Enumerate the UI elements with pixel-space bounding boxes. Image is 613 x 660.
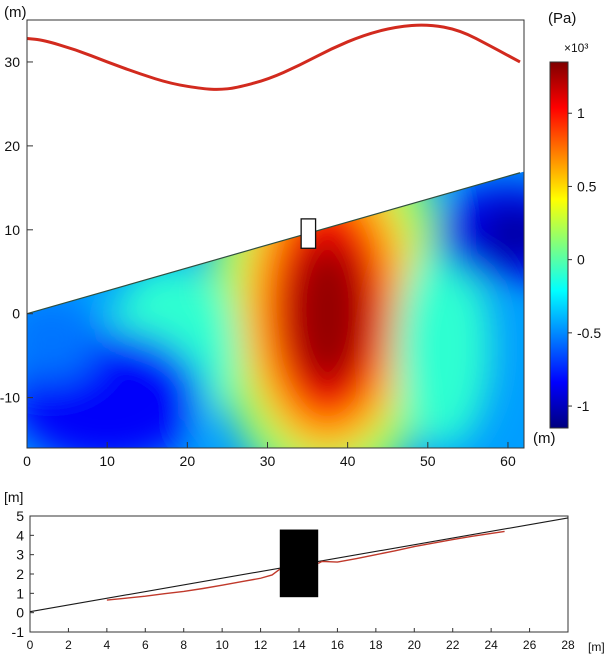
free-surface-curve (26, 23, 521, 91)
colorbar-tick-label: -0.5 (577, 325, 601, 341)
bottom-x-tick-label: 18 (369, 638, 383, 652)
top-y-tick-label: 30 (4, 54, 20, 70)
bottom-x-tick-label: 24 (484, 638, 498, 652)
colorbar-multiplier: ×10³ (564, 41, 588, 55)
bottom-x-tick-label: 22 (446, 638, 460, 652)
top-x-axis: 0 10 20 30 40 50 60 (23, 442, 516, 469)
bottom-y-tick-label: 1 (16, 585, 24, 601)
bottom-x-tick-label: 6 (142, 638, 149, 652)
bottom-x-tick-label: 14 (292, 638, 306, 652)
top-y-tick-label: 0 (12, 306, 20, 322)
top-x-tick-label: 40 (340, 453, 356, 469)
bottom-x-unit-label: [m] (588, 640, 605, 654)
pressure-heatmap (27, 171, 524, 448)
pressure-blob-3 (287, 238, 368, 390)
profile-line-2 (317, 530, 505, 564)
top-x-tick-label: 0 (23, 453, 31, 469)
colorbar-tick-label: 0.5 (577, 178, 597, 194)
colorbar-tick-label: -1 (577, 398, 590, 414)
bottom-y-tick-label: -1 (12, 624, 25, 640)
top-x-tick-label: 10 (99, 453, 115, 469)
bottom-x-tick-label: 2 (65, 638, 72, 652)
bottom-x-tick-label: 0 (27, 638, 34, 652)
bottom-x-tick-label: 4 (104, 638, 111, 652)
colorbar: (Pa) ×10³ 1 0.5 0 -0.5 -1 (548, 10, 601, 429)
top-y-tick-label: 10 (4, 222, 20, 238)
colorbar-tick-label: 0 (577, 252, 585, 268)
top-x-tick-label: 20 (180, 453, 196, 469)
seabed-line (26, 172, 521, 315)
bottom-y-tick-label: 5 (16, 508, 24, 524)
colorbar-tick-label: 1 (577, 105, 585, 121)
bottom-y-tick-label: 0 (16, 605, 24, 621)
bottom-x-tick-label: 26 (523, 638, 537, 652)
top-y-axis: -10 0 10 20 30 (0, 54, 33, 406)
top-y-tick-label: -10 (0, 390, 20, 406)
top-x-tick-label: 60 (500, 453, 516, 469)
bottom-x-tick-label: 28 (561, 638, 575, 652)
pressure-field-panel: 0 10 20 30 40 50 60 -10 0 10 20 30 (m) (m) (0, 4, 556, 469)
bottom-y-axis: 5 4 3 2 1 0 -1 (12, 508, 34, 640)
colorbar-unit-label: (Pa) (548, 10, 576, 27)
bottom-x-tick-label: 20 (408, 638, 422, 652)
pressure-blob-7 (27, 296, 100, 381)
bottom-x-tick-label: 16 (331, 638, 345, 652)
top-x-tick-label: 30 (260, 453, 276, 469)
top-y-unit-label: (m) (4, 4, 27, 21)
colorbar-ticks: 1 0.5 0 -0.5 -1 (568, 105, 601, 414)
top-x-unit-label: (m) (533, 430, 556, 447)
pressure-blob-9 (483, 208, 524, 260)
top-y-tick-label: 20 (4, 138, 20, 154)
colorbar-gradient (549, 61, 569, 429)
profile-line-1 (106, 568, 281, 601)
bottom-y-tick-label: 2 (16, 566, 24, 582)
bottom-y-tick-label: 4 (16, 527, 24, 543)
pressure-blob-5 (395, 246, 492, 448)
structure-block-bottom (279, 529, 319, 598)
structure-block (300, 218, 317, 249)
top-plot-frame (26, 19, 525, 449)
bottom-x-tick-label: 8 (180, 638, 187, 652)
top-x-tick-label: 50 (420, 453, 436, 469)
bottom-x-tick-label: 12 (254, 638, 268, 652)
bottom-y-unit-label: [m] (4, 489, 23, 505)
bottom-y-tick-label: 3 (16, 547, 24, 563)
bottom-x-tick-label: 10 (215, 638, 229, 652)
bottom-x-axis: 0 2 4 6 8 10 12 14 16 18 20 22 24 26 28 (27, 628, 575, 652)
